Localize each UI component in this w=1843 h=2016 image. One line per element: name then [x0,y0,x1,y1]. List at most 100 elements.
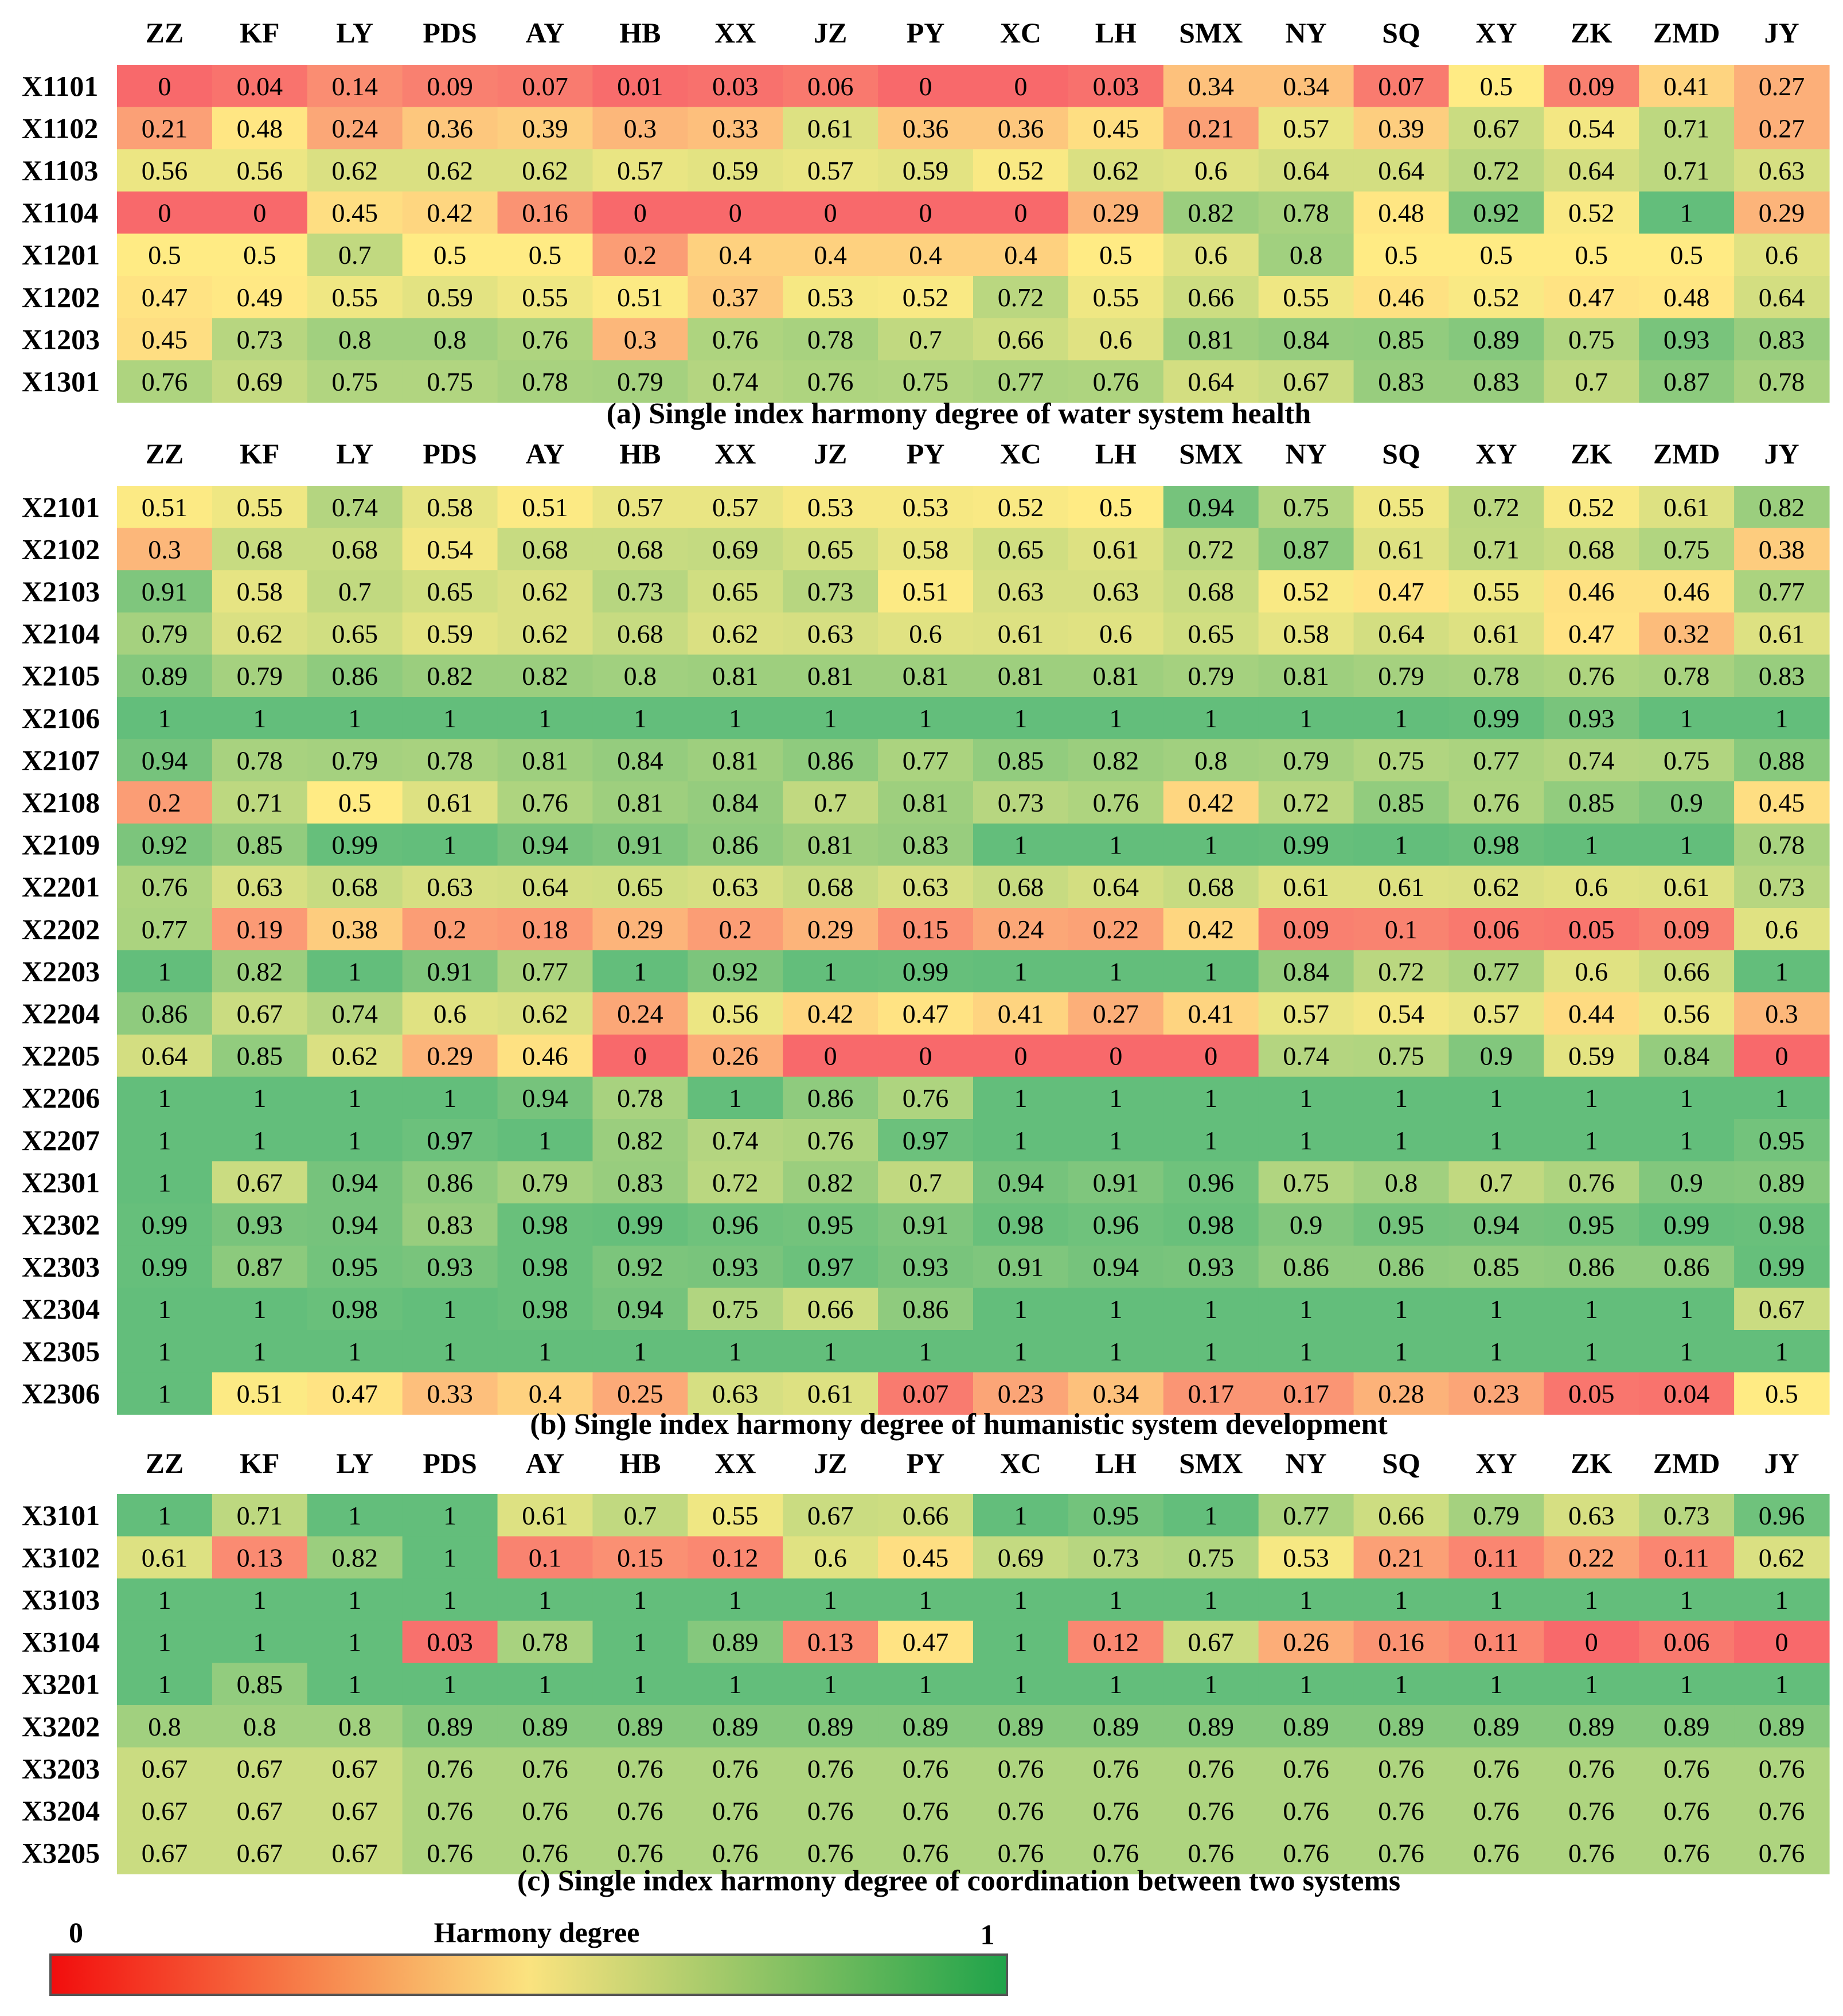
cell-value: 0.37 [712,283,759,312]
heat-cell [1734,697,1830,740]
column-header-lh: LH [1095,1447,1137,1479]
heat-cell [878,1705,974,1748]
heatmap-panel-1: ZZ KF LY PDS AY HB XX JZ PY XC LH SMX NY SQ XY ZK ZMD JYX… [22,17,1830,430]
column-header-lh: LH [1095,438,1137,470]
cell-value: 0.04 [237,72,283,101]
cell-value: 0.51 [617,283,663,312]
heat-cell [1448,1119,1544,1162]
row-label-x3202: X3202 [22,1710,100,1742]
cell-value: 0.61 [807,1379,854,1408]
heat-cell [1448,823,1544,866]
heat-cell [878,992,974,1035]
cell-value: 0.66 [903,1501,949,1530]
heat-cell [783,781,878,824]
cell-value: 0.76 [1473,788,1520,817]
cell-value: 0.57 [617,493,663,522]
cell-value: 0.81 [1188,325,1234,354]
cell-value: 1 [1014,1337,1027,1366]
cell-value: 1 [158,1294,171,1324]
heat-cell [688,1245,783,1288]
heat-cell [1353,276,1450,319]
row-label-x3205: X3205 [22,1837,100,1869]
heat-cell [402,823,498,866]
heat-cell [973,1288,1069,1331]
heat-cell [783,65,878,108]
cell-value: 0.77 [1283,1501,1329,1530]
cell-value: 0.83 [1473,367,1520,396]
heat-cell [1353,65,1450,108]
heat-cell [1448,276,1544,319]
row-label-x2306: X2306 [22,1377,100,1409]
heat-cell [1544,1536,1639,1579]
cell-value: 1 [1109,1670,1122,1699]
heat-cell [307,1161,403,1204]
heat-cell [1448,65,1544,108]
cell-value: 0.6 [1765,915,1798,944]
heat-cell [1258,360,1354,403]
cell-value: 0.62 [1093,156,1139,185]
heat-cell [402,1203,498,1246]
heat-cell [783,1620,878,1663]
heat-cell [1353,865,1450,908]
cell-value: 0.76 [1473,1796,1520,1826]
cell-value: 0.82 [617,1126,663,1155]
heat-cell [212,1330,308,1373]
cell-value: 0.82 [331,1543,378,1572]
heat-cell [1258,739,1354,782]
cell-value: 0.03 [712,72,759,101]
heat-cell [1258,1330,1354,1373]
heat-cell [973,276,1069,319]
cell-value: 0.85 [1568,788,1615,817]
heat-cell [1448,107,1544,150]
column-header-smx: SMX [1179,438,1243,470]
heat-cell [973,1789,1069,1832]
cell-value: 0.81 [522,746,568,775]
cell-value: 0.52 [1283,577,1329,606]
heat-cell [1163,486,1259,529]
cell-value: 0.76 [1568,1796,1615,1826]
heat-cell [1448,1372,1544,1415]
heat-cell [1068,950,1164,993]
cell-value: 0.8 [1290,240,1323,270]
cell-value: 0.92 [617,1253,663,1282]
cell-value: 0.36 [903,114,949,143]
cell-value: 1 [158,1126,171,1155]
heat-cell [117,1494,213,1537]
cell-value: 0.55 [1283,283,1329,312]
cell-value: 0.79 [1378,661,1424,691]
heat-cell [402,276,498,319]
heat-cell [1448,739,1544,782]
heat-cell [1734,1494,1830,1537]
cell-value: 1 [253,1337,266,1366]
cell-value: 0.61 [998,619,1044,649]
cell-value: 1 [1490,1585,1503,1615]
heat-cell [592,107,688,150]
cell-value: 0.52 [903,283,949,312]
heat-cell [1544,865,1639,908]
cell-value: 0.62 [522,156,568,185]
cell-value: 0.52 [1568,493,1615,522]
cell-value: 1 [1395,1670,1408,1699]
cell-value: 0.78 [237,746,283,775]
legend-title: Harmony degree [434,1916,640,1948]
cell-value: 0.8 [1385,1168,1418,1197]
heat-cell [592,1372,688,1415]
cell-value: 0 [1775,1042,1789,1071]
heat-cell [307,1494,403,1537]
heat-cell [783,1161,878,1204]
cell-value: 0.67 [237,999,283,1028]
heat-cell [1068,1330,1164,1373]
cell-value: 0.76 [1093,367,1139,396]
heat-cell [117,823,213,866]
heat-cell [783,107,878,150]
column-header-xx: XX [714,17,756,49]
cell-value: 0.8 [338,1712,372,1741]
heat-cell [1639,1203,1735,1246]
heat-cell [783,823,878,866]
heat-cell [117,318,213,361]
heat-cell [592,823,688,866]
heat-cell [973,1077,1069,1120]
heat-cell [497,950,593,993]
cell-value: 0.64 [1378,156,1424,185]
